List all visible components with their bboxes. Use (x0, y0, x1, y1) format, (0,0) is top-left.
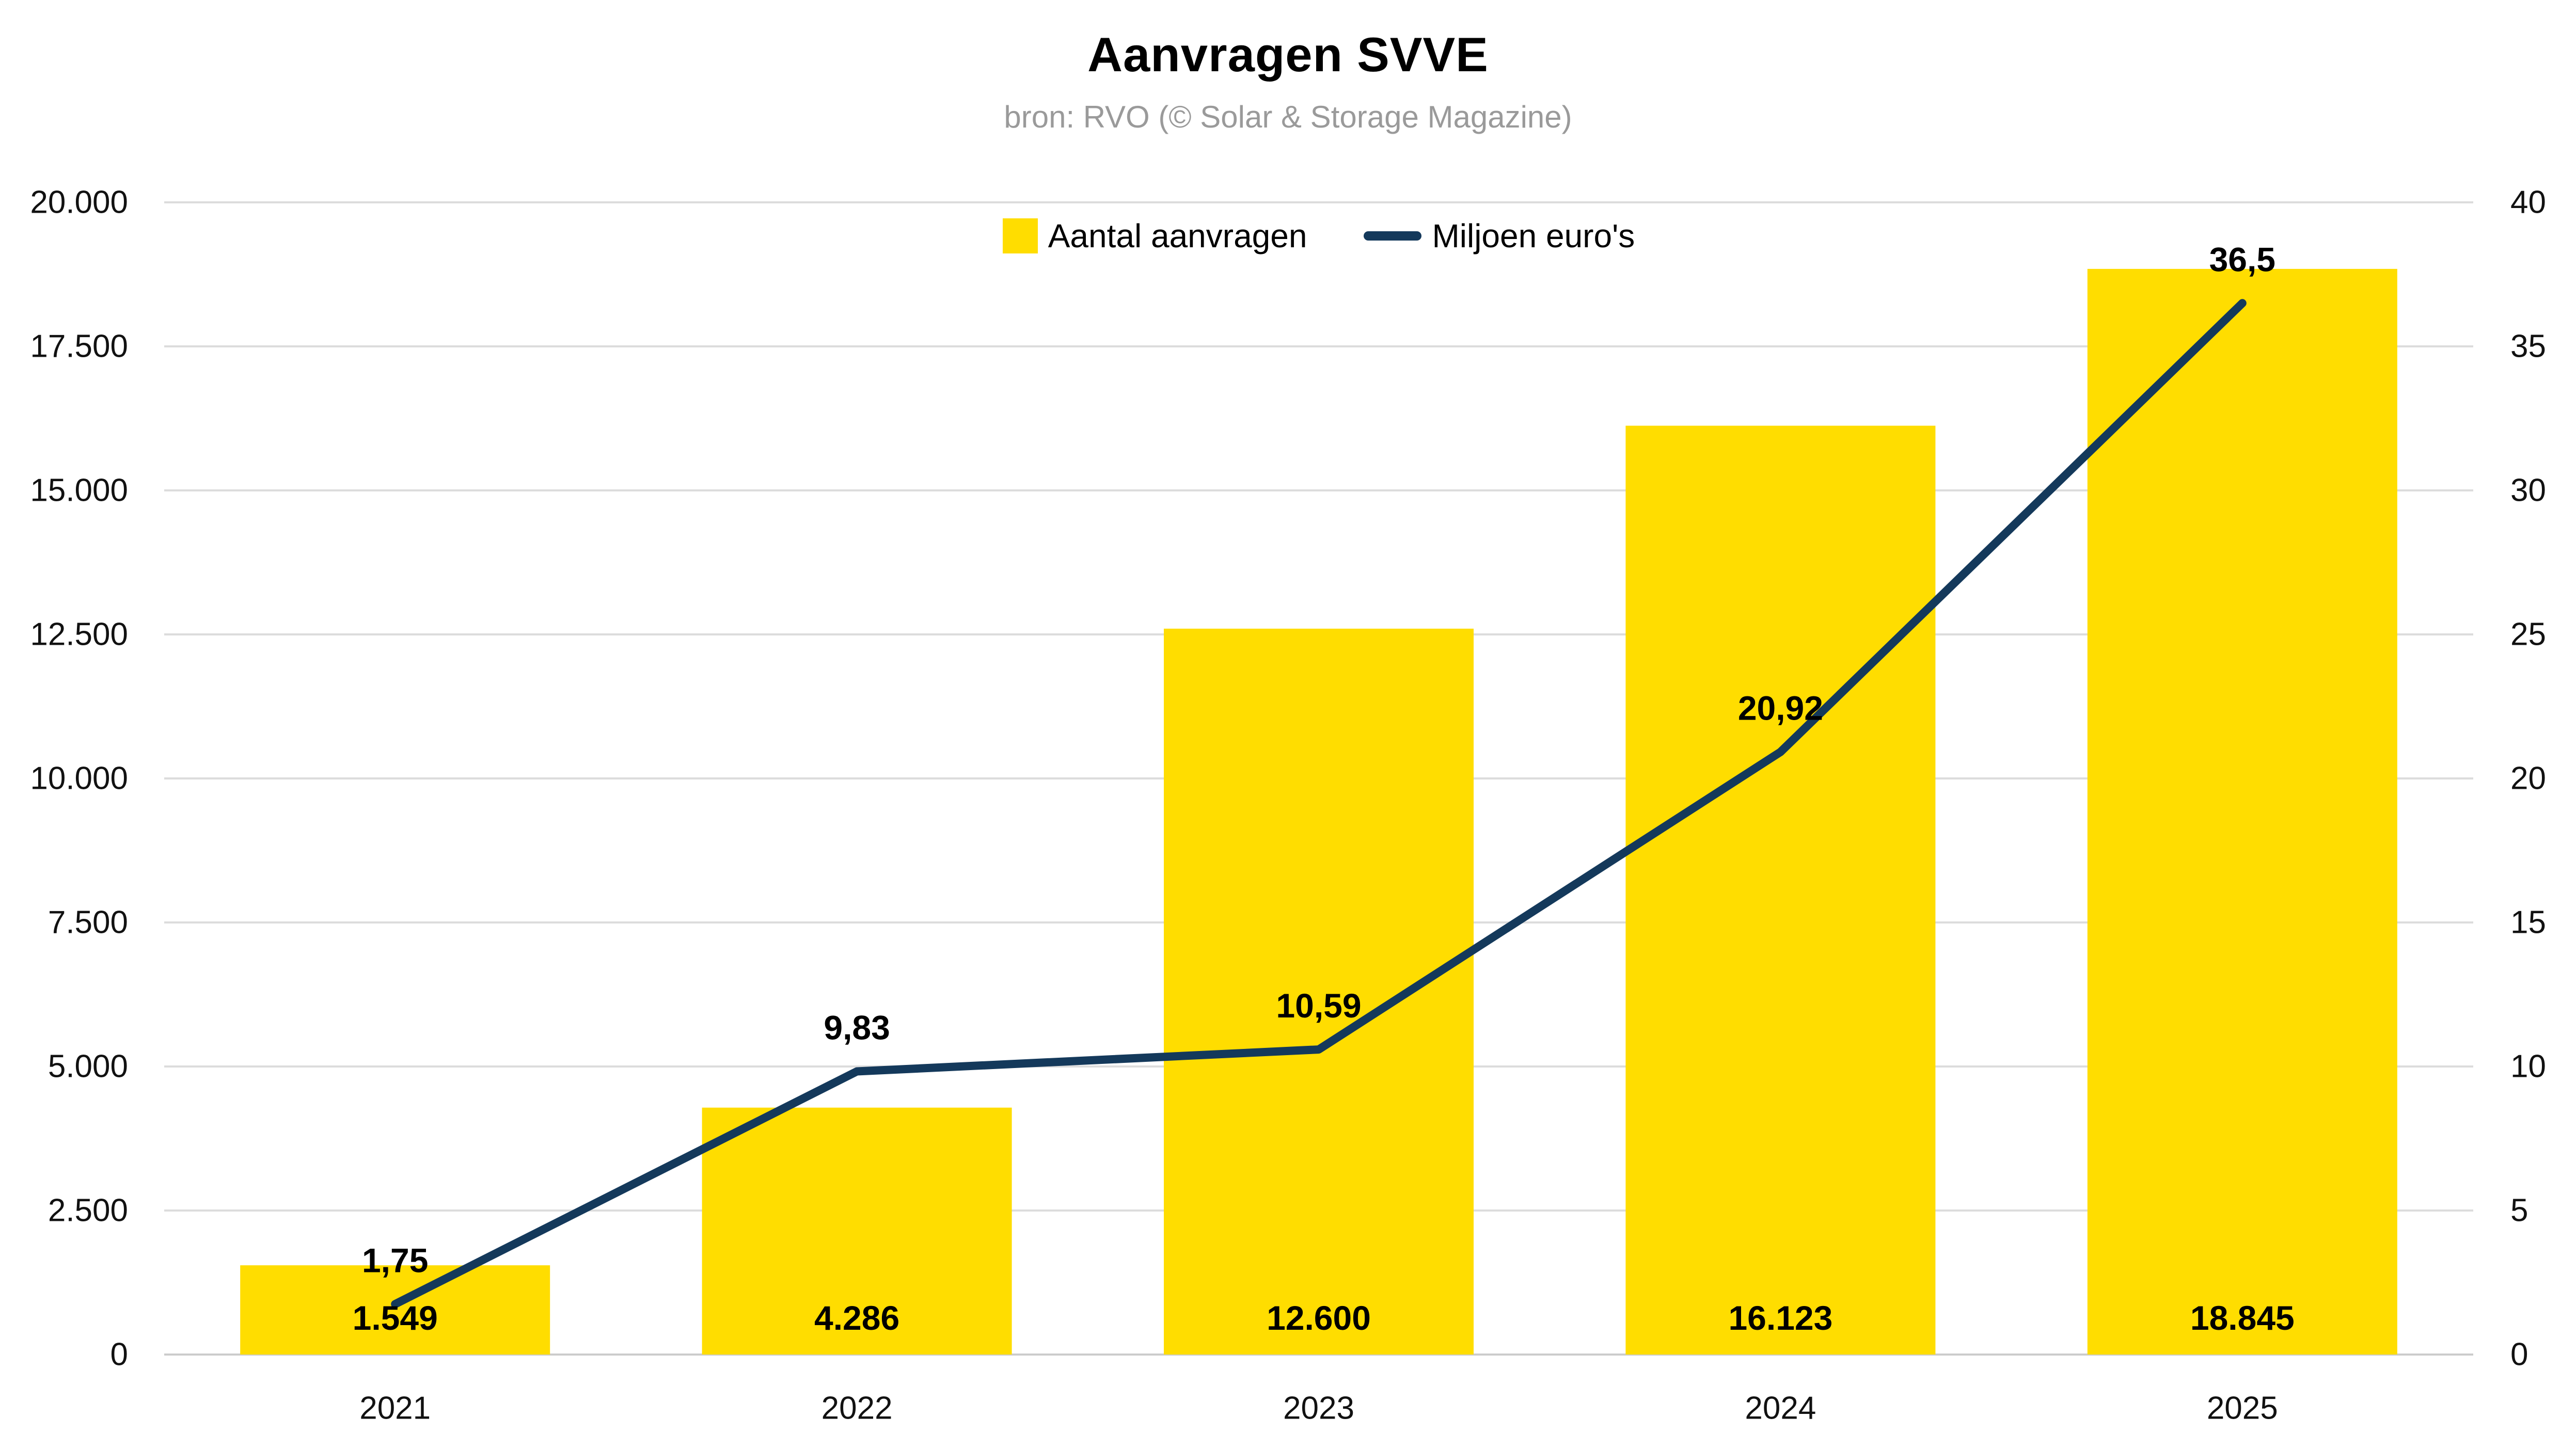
bar-2025 (2087, 268, 2397, 1355)
line-series-swatch-icon (1364, 231, 1422, 241)
legend-item-bar: Aantal aanvragen (1002, 217, 1307, 255)
bar-2021 (240, 1265, 550, 1355)
x-axis-label-2022: 2022 (821, 1391, 893, 1426)
right-axis-tick-label: 35 (2510, 329, 2546, 364)
left-axis-tick-label: 5.000 (48, 1049, 128, 1085)
legend: Aantal aanvragen Miljoen euro's (164, 217, 2473, 255)
left-axis-tick-label: 2.500 (48, 1193, 128, 1229)
right-axis-tick-label: 30 (2510, 473, 2546, 508)
left-axis-tick-label: 7.500 (48, 905, 128, 941)
right-axis-tick-label: 40 (2510, 185, 2546, 220)
left-axis-tick-label: 0 (110, 1337, 128, 1373)
right-axis-tick-label: 10 (2510, 1049, 2546, 1085)
bar-2024 (1625, 425, 1936, 1355)
bar-value-label: 16.123 (1728, 1299, 1832, 1337)
bar-value-label: 1.549 (353, 1299, 438, 1337)
left-axis-tick-label: 15.000 (30, 473, 128, 508)
trend-line (391, 299, 2247, 1309)
right-axis-tick-label: 25 (2510, 617, 2546, 652)
legend-item-line: Miljoen euro's (1364, 217, 1635, 255)
right-axis-tick-label: 20 (2510, 761, 2546, 797)
line-value-label: 10,59 (1276, 986, 1361, 1025)
bar-2023 (1164, 628, 1474, 1355)
left-axis-tick-label: 20.000 (30, 185, 128, 220)
x-axis-label-2023: 2023 (1283, 1391, 1354, 1426)
left-axis-tick-label: 12.500 (30, 617, 128, 652)
bar-value-label: 12.600 (1267, 1299, 1371, 1337)
left-axis-tick-label: 17.500 (30, 329, 128, 364)
bar-series-swatch-icon (1002, 218, 1038, 253)
chart-subtitle: bron: RVO (© Solar & Storage Magazine) (1004, 100, 1572, 134)
bar-2022 (702, 1107, 1012, 1355)
right-axis-tick-label: 5 (2510, 1193, 2528, 1229)
x-axis-label-2024: 2024 (1745, 1391, 1816, 1426)
x-axis-label-2021: 2021 (359, 1391, 431, 1426)
left-axis-tick-label: 10.000 (30, 761, 128, 797)
right-axis-tick-label: 0 (2510, 1337, 2528, 1373)
legend-bar-label: Aantal aanvragen (1048, 217, 1307, 254)
bar-value-label: 18.845 (2190, 1299, 2295, 1337)
right-axis-tick-label: 15 (2510, 905, 2546, 941)
x-axis-label-2025: 2025 (2207, 1391, 2278, 1426)
chart-title: Aanvragen SVVE (1087, 27, 1489, 82)
legend-line-label: Miljoen euro's (1432, 217, 1635, 254)
line-value-label: 20,92 (1738, 689, 1823, 727)
line-value-label: 1,75 (362, 1241, 428, 1279)
line-value-label: 36,5 (2209, 240, 2275, 278)
bar-value-label: 4.286 (814, 1299, 899, 1337)
line-value-label: 9,83 (824, 1008, 890, 1046)
